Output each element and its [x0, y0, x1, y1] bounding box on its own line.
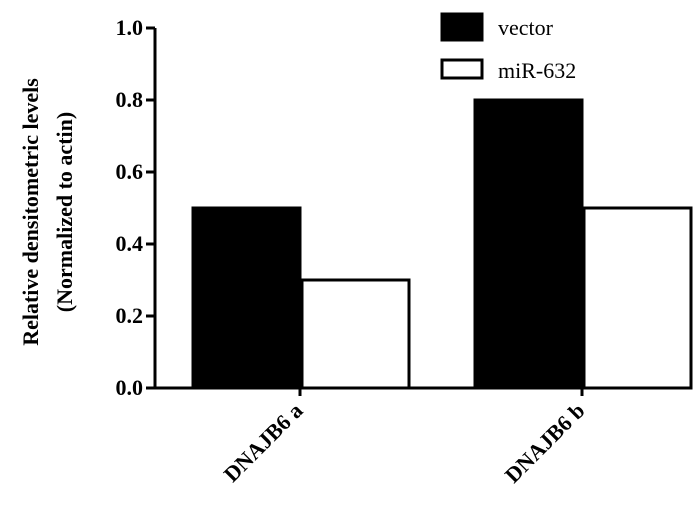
- bar-vector-1: [191, 206, 302, 390]
- y-tick-label: 1.0: [116, 15, 144, 40]
- y-axis-label-line1: Relative densitometric levels: [18, 78, 43, 346]
- y-tick-label: 0.6: [116, 159, 144, 184]
- bars: [191, 98, 693, 390]
- y-tick-label: 0.2: [116, 303, 144, 328]
- x-category-label: DNAJB6 b: [500, 398, 590, 488]
- legend-swatch-mir632: [440, 58, 484, 80]
- y-tick-label: 0.4: [116, 231, 144, 256]
- y-tick-label: 0.0: [116, 375, 144, 400]
- y-axis-label-line2: (Normalized to actin): [52, 112, 77, 312]
- y-ticks: 0.0 0.2 0.4 0.6 0.8 1.0: [116, 15, 155, 400]
- bar-mir-632-2: [582, 206, 693, 390]
- y-tick-label: 0.8: [116, 87, 144, 112]
- bar-mir-632-1: [300, 278, 411, 390]
- legend-label-mir632: miR-632: [498, 58, 576, 83]
- legend-swatch-vector: [440, 12, 484, 42]
- x-category-label: DNAJB6 a: [219, 398, 308, 487]
- legend: vector miR-632: [440, 12, 576, 83]
- x-category-labels: DNAJB6 a DNAJB6 b: [219, 398, 590, 488]
- bar-vector-2: [473, 98, 584, 390]
- legend-label-vector: vector: [498, 15, 554, 40]
